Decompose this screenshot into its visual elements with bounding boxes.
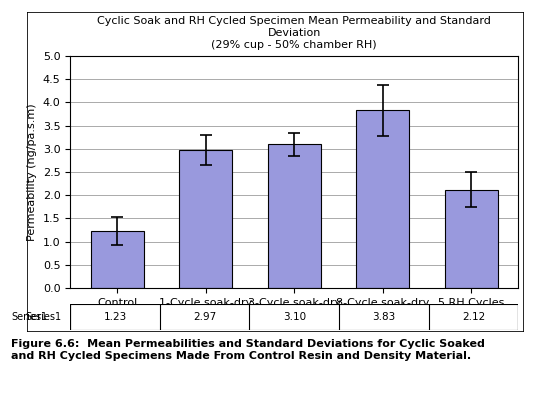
Title: Cyclic Soak and RH Cycled Specimen Mean Permeability and Standard
Deviation
(29%: Cyclic Soak and RH Cycled Specimen Mean … [97,16,491,50]
Bar [356,110,409,288]
FancyBboxPatch shape [70,304,518,330]
Text: 3.83: 3.83 [372,312,396,322]
Y-axis label: Permeability (ng/pa.s.m): Permeability (ng/pa.s.m) [27,103,37,241]
Text: Series1: Series1 [12,312,48,322]
Text: Figure 6.6:  Mean Permeabilities and Standard Deviations for Cyclic Soaked
and R: Figure 6.6: Mean Permeabilities and Stan… [11,339,485,361]
Bar [268,144,321,288]
Bar [179,150,232,288]
Text: 2.12: 2.12 [462,312,485,322]
Text: 3.10: 3.10 [283,312,306,322]
Bar [91,231,144,288]
Text: Series1: Series1 [25,312,61,322]
FancyBboxPatch shape [0,304,70,330]
Text: 2.97: 2.97 [193,312,217,322]
Bar [445,190,498,288]
Text: 1.23: 1.23 [103,312,127,322]
